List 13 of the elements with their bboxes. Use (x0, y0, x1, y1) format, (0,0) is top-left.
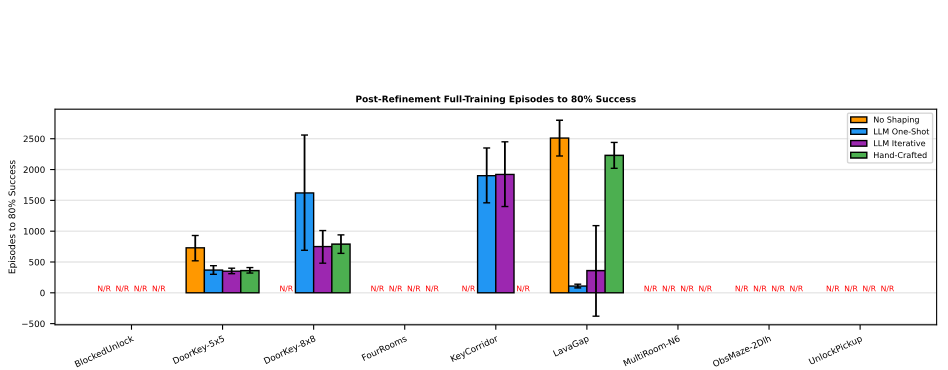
y-tick-label: 500 (29, 258, 45, 266)
legend-label: No Shaping (874, 116, 919, 124)
y-axis-title: Episodes to 80% Success (8, 160, 18, 274)
y-tick-label: 0 (40, 290, 45, 296)
y-tick-label: −500 (22, 320, 45, 328)
legend-label: LLM One-Shot (874, 128, 930, 134)
y-tick-label: 2000 (24, 166, 45, 173)
legend-label: Hand-Crafted (874, 152, 926, 158)
chart-title: Post-Refinement Full-Training Episodes to 80% Success (356, 95, 636, 104)
y-tick-label: 1000 (24, 228, 45, 235)
y-tick-label: 2500 (24, 136, 45, 142)
y-tick-label: 1500 (24, 197, 45, 204)
legend-label: LLM Iterative (874, 140, 926, 146)
